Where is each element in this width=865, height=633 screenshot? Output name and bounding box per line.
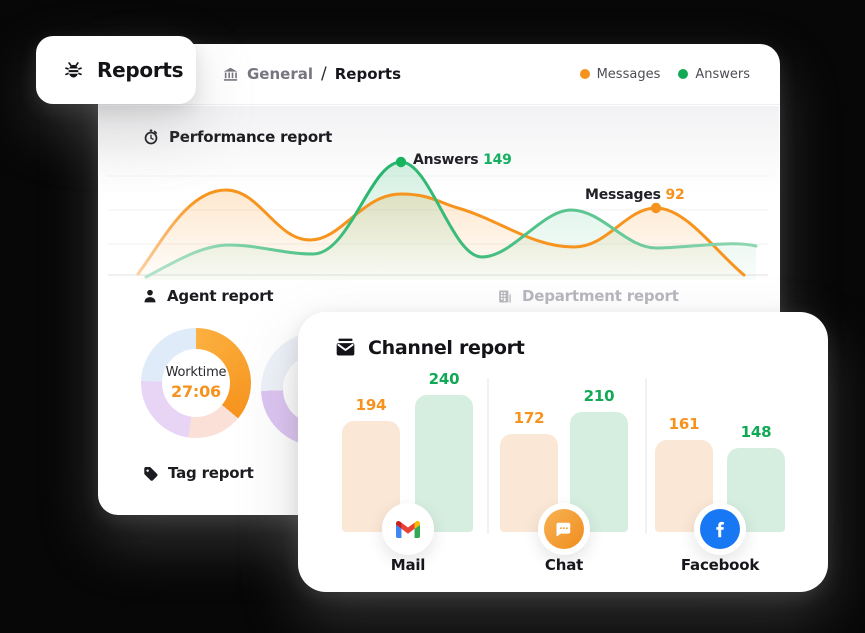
tab-reports-label: Reports <box>97 58 184 82</box>
group-divider <box>487 378 489 534</box>
panel-gradient <box>99 106 779 194</box>
chat-badge <box>544 509 584 549</box>
messages-annotation-text: Messages <box>585 187 661 203</box>
section-department-report[interactable]: Department report <box>496 287 679 305</box>
breadcrumb-general[interactable]: General <box>247 65 313 83</box>
bar-value: 161 <box>668 415 700 434</box>
legend-messages-dot <box>579 69 590 79</box>
reports-panel: General / Reports Messages Answers <box>98 44 780 515</box>
breadcrumb-reports: Reports <box>334 65 401 83</box>
alarm-clock-icon <box>142 128 160 146</box>
answers-annotation-value: 149 <box>483 152 512 168</box>
bank-icon <box>222 66 239 83</box>
legend-answers-label: Answers <box>695 66 750 82</box>
tag-report-label: Tag report <box>168 464 254 482</box>
agent-report-label: Agent report <box>167 287 274 305</box>
legend-messages[interactable]: Messages <box>579 66 661 82</box>
legend-answers-dot <box>678 69 689 79</box>
section-tag-report[interactable]: Tag report <box>142 464 254 482</box>
bar-value: 172 <box>513 408 545 427</box>
channel-report-label: Channel report <box>368 336 525 359</box>
worktime-value: 27:06 <box>171 382 221 401</box>
worktime-label: Worktime <box>165 365 227 380</box>
panel-header: General / Reports Messages Answers <box>98 44 780 105</box>
mail-tray-icon <box>334 336 357 359</box>
bar-answers-mail[interactable]: 240 <box>415 370 473 532</box>
bar-messages-chat[interactable]: 172 <box>500 409 558 532</box>
legend-answers[interactable]: Answers <box>678 67 750 82</box>
answers-annotation-text: Answers <box>413 152 479 168</box>
worktime-donut-chart <box>141 328 251 438</box>
chat-icon[interactable] <box>538 503 590 555</box>
performance-report-label: Performance report <box>169 128 333 146</box>
section-agent-report[interactable]: Agent report <box>142 287 274 305</box>
facebook-badge <box>700 509 740 549</box>
performance-chart <box>108 156 768 280</box>
breadcrumb: General / Reports <box>222 64 401 84</box>
group-divider <box>645 378 647 534</box>
answers-peak-dot <box>395 156 407 168</box>
messages-peak-dot <box>650 202 662 214</box>
facebook-icon[interactable] <box>694 503 746 555</box>
bar-value: 210 <box>583 387 615 406</box>
answers-line <box>144 160 758 279</box>
building-icon <box>496 288 513 305</box>
messages-line <box>136 188 746 277</box>
category-label-chat: Chat <box>544 556 584 574</box>
answers-area <box>146 162 756 280</box>
bar-value: 240 <box>428 370 460 388</box>
tag-icon <box>142 465 159 482</box>
category-label-facebook: Facebook <box>680 556 760 574</box>
worktime-donut-center: Worktime 27:06 <box>141 328 251 438</box>
bar-value: 148 <box>740 422 772 441</box>
answers-peak-annotation: Answers 149 <box>413 152 512 168</box>
chart-legend: Messages Answers <box>579 66 750 82</box>
breadcrumb-separator: / <box>321 64 327 84</box>
tab-reports[interactable]: Reports <box>36 36 196 104</box>
person-icon <box>142 288 158 304</box>
gmail-icon[interactable] <box>382 503 434 555</box>
bug-icon <box>63 60 84 81</box>
bar-value: 194 <box>355 396 387 415</box>
department-report-label: Department report <box>522 287 679 305</box>
messages-annotation-value: 92 <box>665 187 685 203</box>
channel-report-header: Channel report <box>334 336 525 359</box>
section-performance-report[interactable]: Performance report <box>142 128 332 146</box>
messages-peak-annotation: Messages 92 <box>585 187 685 203</box>
channel-report-panel: Channel report 194 240 172 210 161 148 <box>298 312 828 592</box>
category-label-mail: Mail <box>390 556 426 574</box>
legend-messages-label: Messages <box>596 66 661 82</box>
